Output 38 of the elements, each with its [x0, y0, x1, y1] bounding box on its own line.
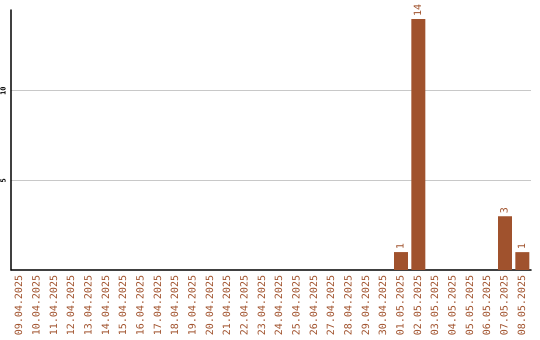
x-tick-label: 12.04.2025	[66, 275, 78, 336]
x-tick-label: 07.05.2025	[500, 275, 510, 336]
bar	[515, 252, 530, 270]
x-tick-label: 16.04.2025	[136, 275, 146, 336]
bar	[394, 252, 408, 270]
x-tick-label: 14.04.2025	[100, 275, 112, 336]
x-tick-label: 17.04.2025	[152, 275, 164, 336]
x-tick-label: 24.04.2025	[274, 275, 286, 336]
x-tick-label: 11.04.2025	[48, 275, 60, 336]
x-tick-label: 20.04.2025	[204, 275, 216, 336]
bar	[411, 18, 426, 270]
x-tick-label: 08.05.2025	[516, 275, 528, 336]
x-tick-label: 28.04.2025	[344, 275, 354, 336]
x-tick-label: 19.04.2025	[188, 275, 198, 336]
x-tick-label: 21.04.2025	[222, 275, 234, 336]
x-tick-label: 25.04.2025	[292, 275, 302, 336]
x-tick-label: 29.04.2025	[360, 275, 372, 336]
data-label: 1	[396, 243, 406, 250]
x-tick-label: 26.04.2025	[308, 275, 320, 336]
x-tick-label: 06.05.2025	[482, 275, 494, 336]
x-tick-label: 01.05.2025	[396, 275, 406, 336]
x-tick-label: 13.04.2025	[84, 275, 94, 336]
x-tick-label: 22.04.2025	[240, 275, 250, 336]
x-tick-label: 23.04.2025	[256, 275, 268, 336]
x-tick-label: 30.04.2025	[378, 275, 390, 336]
x-tick-label: 27.04.2025	[326, 275, 338, 336]
data-label: 1	[516, 243, 528, 250]
data-label: 14	[412, 4, 424, 16]
data-label: 3	[500, 207, 510, 214]
x-tick-label: 09.04.2025	[14, 275, 26, 336]
x-tick-label: 18.04.2025	[170, 275, 182, 336]
bar	[498, 216, 512, 270]
x-tick-label: 05.05.2025	[464, 275, 476, 336]
x-tick-label: 02.05.2025	[412, 275, 424, 336]
x-tick-label: 15.04.2025	[118, 275, 130, 336]
x-tick-label: 04.05.2025	[448, 275, 458, 336]
x-tick-label: 10.04.2025	[32, 275, 42, 336]
x-tick-label: 03.05.2025	[430, 275, 442, 336]
